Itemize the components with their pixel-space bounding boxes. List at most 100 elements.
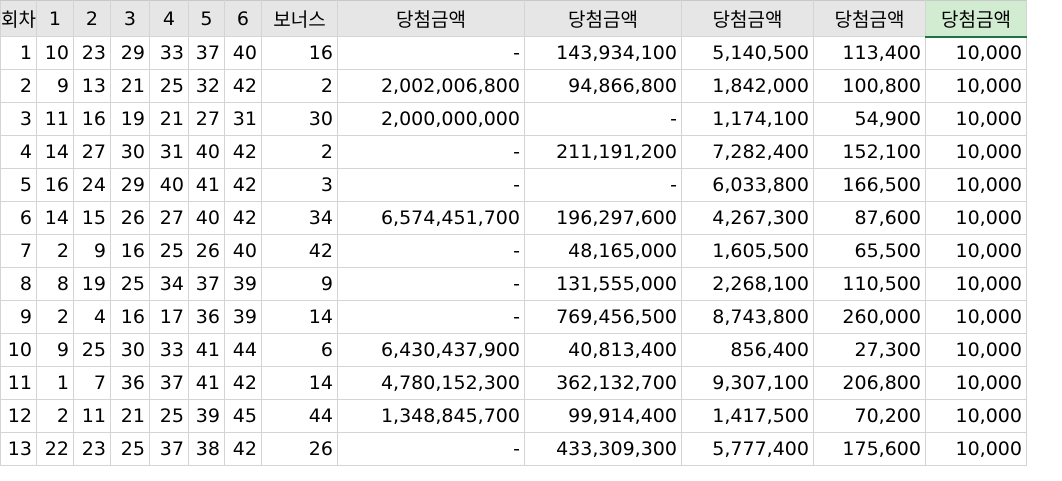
cell[interactable]: 11 <box>35 102 74 136</box>
cell[interactable]: - <box>336 36 525 70</box>
cell[interactable]: 36 <box>187 300 225 334</box>
cell[interactable]: 2 <box>35 234 74 268</box>
cell[interactable]: 433,309,300 <box>523 432 682 466</box>
cell[interactable]: 23 <box>72 432 111 466</box>
column-header[interactable]: 당첨금액 <box>924 0 1027 38</box>
cell[interactable]: 2 <box>260 69 338 103</box>
cell[interactable]: 16 <box>109 234 150 268</box>
cell[interactable]: - <box>336 168 525 202</box>
cell[interactable]: 7 <box>72 366 111 400</box>
cell[interactable]: - <box>336 300 525 334</box>
cell[interactable]: 5,140,500 <box>680 36 814 70</box>
cell[interactable]: 6,430,437,900 <box>336 333 525 367</box>
cell[interactable]: 30 <box>109 135 150 169</box>
cell[interactable]: 10,000 <box>924 399 1027 433</box>
cell[interactable]: 26 <box>260 432 338 466</box>
cell[interactable]: 175,600 <box>812 432 926 466</box>
cell[interactable]: 33 <box>148 36 189 70</box>
cell[interactable]: 40 <box>223 234 262 268</box>
cell[interactable]: 25 <box>72 333 111 367</box>
cell[interactable]: 9 <box>35 69 74 103</box>
cell[interactable]: 3 <box>0 102 37 136</box>
cell[interactable]: 4,267,300 <box>680 201 814 235</box>
cell[interactable]: 42 <box>223 432 262 466</box>
cell[interactable]: 16 <box>109 300 150 334</box>
cell[interactable]: 10,000 <box>924 168 1027 202</box>
cell[interactable]: 22 <box>35 432 74 466</box>
column-header[interactable]: 6 <box>223 0 262 37</box>
cell[interactable]: 14 <box>35 201 74 235</box>
cell[interactable]: 8,743,800 <box>680 300 814 334</box>
cell[interactable]: 10 <box>35 36 74 70</box>
cell[interactable]: 26 <box>187 234 225 268</box>
cell[interactable]: 41 <box>187 366 225 400</box>
cell[interactable]: 30 <box>109 333 150 367</box>
cell[interactable]: 100,800 <box>812 69 926 103</box>
column-header[interactable]: 2 <box>72 0 111 37</box>
cell[interactable]: 9,307,100 <box>680 366 814 400</box>
cell[interactable]: 45 <box>223 399 262 433</box>
cell[interactable]: 38 <box>187 432 225 466</box>
cell[interactable]: - <box>336 135 525 169</box>
cell[interactable]: 2 <box>35 399 74 433</box>
cell[interactable]: 27,300 <box>812 333 926 367</box>
cell[interactable]: 10,000 <box>924 333 1027 367</box>
cell[interactable]: 1 <box>0 36 37 70</box>
cell[interactable]: 12 <box>0 399 37 433</box>
cell[interactable]: 25 <box>148 234 189 268</box>
cell[interactable]: - <box>336 432 525 466</box>
cell[interactable]: 99,914,400 <box>523 399 682 433</box>
cell[interactable]: 65,500 <box>812 234 926 268</box>
cell[interactable]: 42 <box>223 135 262 169</box>
cell[interactable]: 2,002,006,800 <box>336 69 525 103</box>
cell[interactable]: 27 <box>72 135 111 169</box>
cell[interactable]: 6 <box>260 333 338 367</box>
cell[interactable]: 37 <box>148 432 189 466</box>
cell[interactable]: 40 <box>223 36 262 70</box>
cell[interactable]: 10,000 <box>924 300 1027 334</box>
cell[interactable]: 769,456,500 <box>523 300 682 334</box>
cell[interactable]: 362,132,700 <box>523 366 682 400</box>
cell[interactable]: 11 <box>0 366 37 400</box>
cell[interactable]: 33 <box>148 333 189 367</box>
cell[interactable]: 41 <box>187 333 225 367</box>
column-header[interactable]: 당첨금액 <box>523 0 682 37</box>
cell[interactable]: 7 <box>0 234 37 268</box>
cell[interactable]: 2,268,100 <box>680 267 814 301</box>
cell[interactable]: 211,191,200 <box>523 135 682 169</box>
cell[interactable]: 94,866,800 <box>523 69 682 103</box>
cell[interactable]: - <box>523 168 682 202</box>
cell[interactable]: 14 <box>260 300 338 334</box>
cell[interactable]: 25 <box>109 267 150 301</box>
cell[interactable]: 5 <box>0 168 37 202</box>
cell[interactable]: 1 <box>35 366 74 400</box>
cell[interactable]: 15 <box>72 201 111 235</box>
cell[interactable]: 143,934,100 <box>523 36 682 70</box>
column-header[interactable]: 회차 <box>0 0 37 37</box>
cell[interactable]: 110,500 <box>812 267 926 301</box>
cell[interactable]: 39 <box>223 267 262 301</box>
cell[interactable]: 1,348,845,700 <box>336 399 525 433</box>
cell[interactable]: 1,417,500 <box>680 399 814 433</box>
cell[interactable]: 42 <box>223 201 262 235</box>
column-header[interactable]: 보너스 <box>260 0 338 37</box>
cell[interactable]: 87,600 <box>812 201 926 235</box>
cell[interactable]: 21 <box>109 399 150 433</box>
cell[interactable]: 17 <box>148 300 189 334</box>
cell[interactable]: 9 <box>0 300 37 334</box>
cell[interactable]: 113,400 <box>812 36 926 70</box>
cell[interactable]: 37 <box>187 36 225 70</box>
cell[interactable]: 14 <box>260 366 338 400</box>
cell[interactable]: 21 <box>109 69 150 103</box>
cell[interactable]: 2 <box>0 69 37 103</box>
cell[interactable]: 260,000 <box>812 300 926 334</box>
cell[interactable]: 9 <box>35 333 74 367</box>
cell[interactable]: 41 <box>187 168 225 202</box>
cell[interactable]: 37 <box>187 267 225 301</box>
cell[interactable]: 30 <box>260 102 338 136</box>
cell[interactable]: 3 <box>260 168 338 202</box>
cell[interactable]: 1,174,100 <box>680 102 814 136</box>
cell[interactable]: 10 <box>0 333 37 367</box>
cell[interactable]: 34 <box>148 267 189 301</box>
cell[interactable]: 27 <box>148 201 189 235</box>
